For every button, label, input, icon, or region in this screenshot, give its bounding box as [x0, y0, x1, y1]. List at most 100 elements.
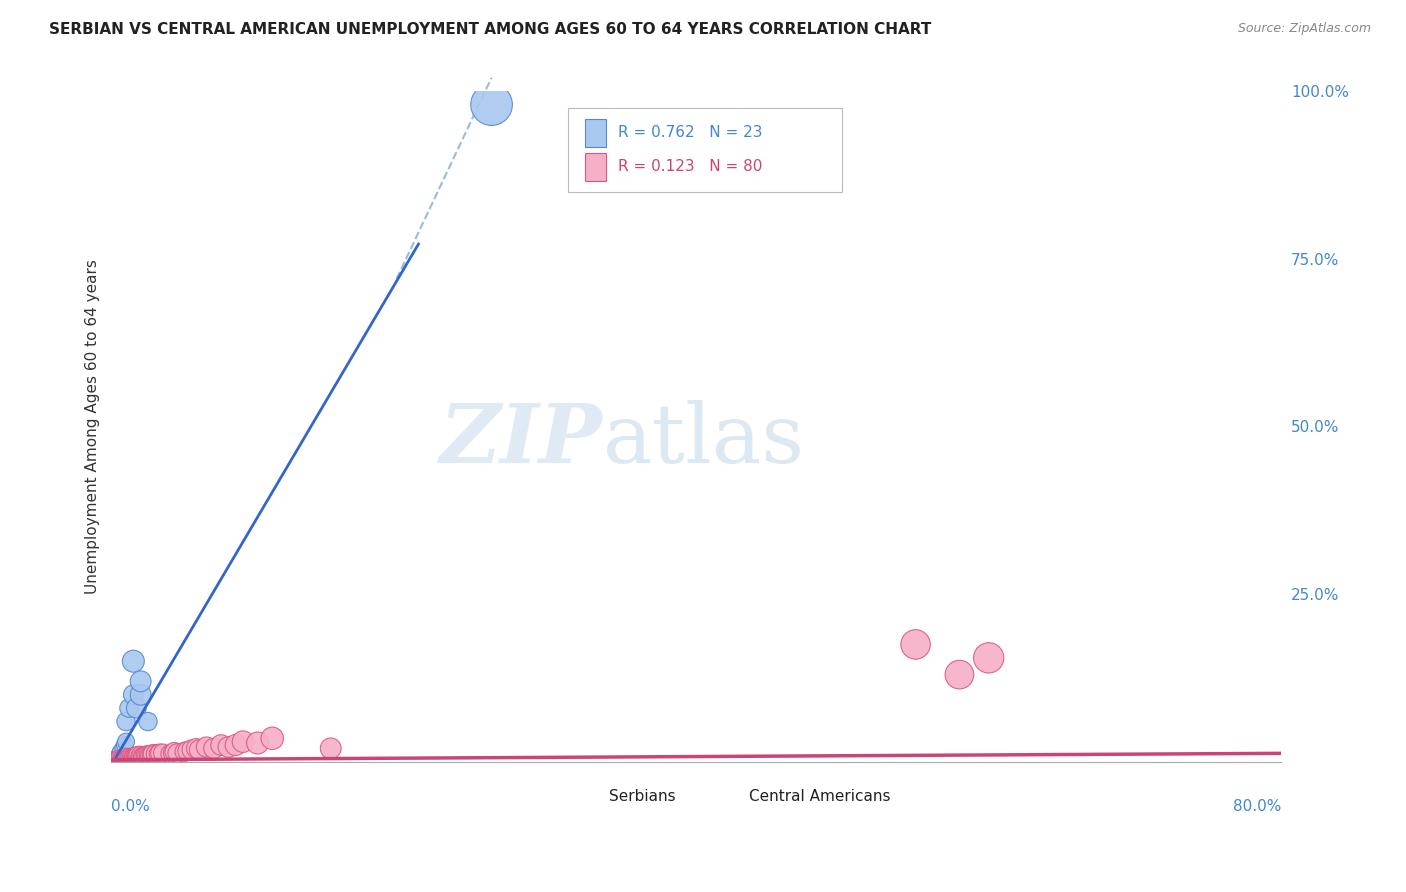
Bar: [574, 786, 599, 807]
Point: [107, 747, 129, 762]
Text: Central Americans: Central Americans: [749, 789, 890, 805]
Point: [232, 734, 254, 748]
Point: [104, 751, 127, 765]
Point: [977, 650, 1000, 665]
Point: [125, 750, 148, 764]
Text: SERBIAN VS CENTRAL AMERICAN UNEMPLOYMENT AMONG AGES 60 TO 64 YEARS CORRELATION C: SERBIAN VS CENTRAL AMERICAN UNEMPLOYMENT…: [49, 22, 932, 37]
Point: [122, 654, 145, 668]
Point: [319, 741, 342, 756]
Point: [105, 754, 128, 768]
Point: [217, 739, 239, 754]
Point: [125, 748, 148, 763]
Point: [129, 747, 152, 762]
Text: R = 0.123   N = 80: R = 0.123 N = 80: [617, 160, 762, 174]
Text: Serbians: Serbians: [609, 789, 675, 805]
Point: [481, 97, 503, 112]
Point: [149, 746, 172, 760]
Point: [107, 751, 129, 765]
Point: [141, 747, 163, 761]
Point: [129, 688, 152, 702]
Point: [148, 747, 170, 761]
Text: R = 0.762   N = 23: R = 0.762 N = 23: [617, 126, 762, 140]
Point: [122, 749, 145, 764]
Point: [121, 751, 143, 765]
Point: [112, 753, 135, 767]
Point: [105, 751, 128, 765]
Bar: [585, 153, 606, 181]
Point: [111, 753, 134, 767]
Point: [124, 749, 146, 764]
Point: [112, 741, 135, 756]
Point: [104, 753, 127, 767]
Point: [114, 752, 136, 766]
Point: [108, 745, 131, 759]
Point: [162, 746, 184, 760]
Point: [125, 701, 148, 715]
Point: [103, 753, 125, 767]
Point: [122, 751, 145, 765]
Point: [114, 751, 136, 765]
Bar: [585, 119, 606, 147]
Point: [202, 741, 225, 756]
Point: [129, 750, 152, 764]
Point: [122, 751, 145, 765]
Point: [104, 752, 127, 766]
Point: [107, 751, 129, 765]
Point: [246, 736, 269, 750]
Y-axis label: Unemployment Among Ages 60 to 64 years: Unemployment Among Ages 60 to 64 years: [86, 259, 100, 594]
Point: [209, 738, 232, 752]
Point: [134, 747, 156, 762]
Point: [112, 751, 135, 765]
Point: [225, 738, 247, 752]
Point: [122, 688, 145, 702]
Point: [159, 747, 181, 761]
Bar: [714, 786, 740, 807]
Point: [115, 714, 138, 729]
Point: [152, 746, 174, 760]
Text: ZIP: ZIP: [440, 400, 603, 480]
Point: [108, 752, 131, 766]
Point: [131, 749, 153, 764]
Point: [166, 746, 188, 760]
Point: [127, 747, 149, 762]
Point: [108, 751, 131, 765]
Point: [904, 637, 927, 651]
Text: 0.0%: 0.0%: [111, 798, 150, 814]
Point: [104, 754, 127, 768]
Text: atlas: atlas: [603, 400, 804, 480]
Point: [136, 747, 159, 762]
Point: [127, 750, 149, 764]
Point: [118, 750, 141, 764]
Point: [120, 749, 142, 764]
Point: [104, 753, 127, 767]
Point: [107, 753, 129, 767]
Point: [118, 701, 141, 715]
Point: [111, 751, 134, 765]
Point: [186, 741, 208, 756]
Point: [105, 751, 128, 765]
Point: [262, 731, 284, 746]
Point: [135, 747, 157, 762]
Point: [195, 739, 218, 754]
Point: [115, 752, 138, 766]
Point: [129, 674, 152, 689]
Point: [138, 747, 160, 762]
Point: [120, 751, 142, 765]
Point: [115, 753, 138, 767]
Point: [176, 744, 198, 758]
Point: [173, 745, 195, 759]
Point: [136, 749, 159, 764]
Point: [124, 751, 146, 765]
Point: [180, 742, 202, 756]
Text: 80.0%: 80.0%: [1233, 798, 1281, 814]
Point: [136, 714, 159, 729]
Point: [105, 752, 128, 766]
Point: [115, 749, 138, 764]
Point: [117, 752, 139, 766]
Point: [139, 747, 162, 762]
Point: [107, 754, 129, 768]
Point: [115, 751, 138, 765]
Point: [121, 750, 143, 764]
Point: [103, 754, 125, 768]
Text: Source: ZipAtlas.com: Source: ZipAtlas.com: [1237, 22, 1371, 36]
